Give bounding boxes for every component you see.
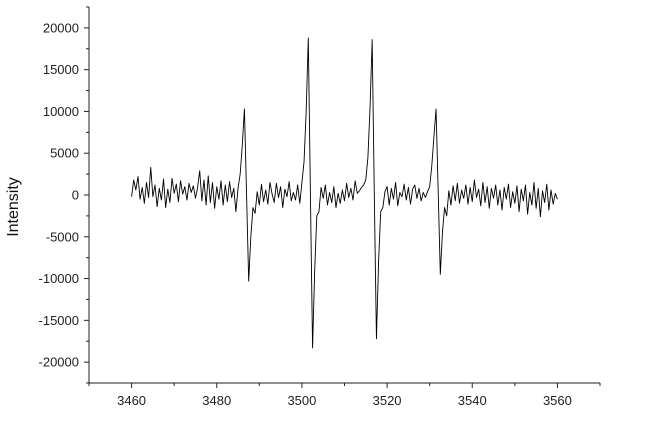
y-tick-label: -10000 <box>39 271 79 286</box>
y-tick-label: 5000 <box>50 146 79 161</box>
y-tick-label: -20000 <box>39 355 79 370</box>
y-tick-label: -5000 <box>46 229 79 244</box>
x-tick-label: 3480 <box>202 393 231 408</box>
ticks: 3460 3480 3500 3520 3540 3560 -20000 -15000 -100… <box>39 6 601 408</box>
x-tick-label: 3540 <box>458 393 487 408</box>
axes <box>88 7 600 384</box>
x-tick-label: 3520 <box>373 393 402 408</box>
y-tick-label: 0 <box>72 188 79 203</box>
x-tick-label: 3560 <box>543 393 572 408</box>
y-tick-label: 20000 <box>43 20 79 35</box>
plot-area <box>131 37 558 349</box>
y-tick-label: 15000 <box>43 62 79 77</box>
y-tick-label: -15000 <box>39 313 79 328</box>
y-axis-title: Intensity <box>5 177 22 237</box>
spectrum-line <box>131 37 558 349</box>
x-tick-label: 3500 <box>287 393 316 408</box>
x-tick-label: 3460 <box>117 393 146 408</box>
y-tick-label: 10000 <box>43 104 79 119</box>
